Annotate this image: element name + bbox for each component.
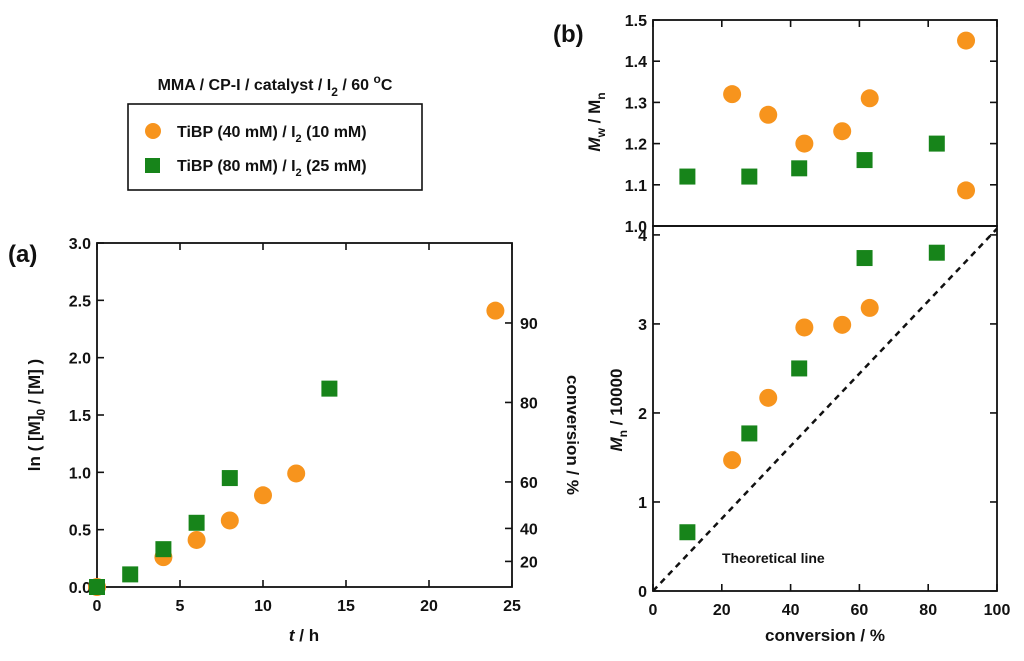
panel-b-label: (b) — [553, 21, 584, 48]
a-xtick-label-4: 20 — [420, 598, 438, 615]
bt-point-s1-1 — [759, 105, 778, 124]
panel-a: (a) 0 5 10 15 20 25 0.0 0.5 1.0 1.5 2.0 2.5 3.0 20 40 6… — [8, 236, 582, 645]
panel-a-y2label: conversion / % — [563, 375, 582, 495]
a-ytick-label-3: 1.5 — [69, 408, 91, 425]
legend: TiBP (40 mM) / I2 (10 mM) TiBP (80 mM) /… — [127, 103, 423, 191]
bt-point-s1-5 — [957, 31, 976, 50]
a-point-s1-4 — [254, 486, 272, 505]
a-y2tick-label-4: 90 — [520, 316, 538, 333]
panel-b-bottom-frame — [652, 225, 998, 592]
legend-label-series-2: TiBP (80 mM) / I2 (25 mM) — [177, 158, 367, 179]
a-ytick-label-4: 2.0 — [69, 351, 91, 368]
bb-ytick-label-0: 0 — [638, 584, 647, 601]
bb-ytick-label-4: 4 — [638, 228, 647, 245]
bt-point-s2-0 — [679, 168, 696, 185]
a-xtick-label-1: 5 — [176, 598, 185, 615]
bt-ytick-label-5: 1.5 — [625, 13, 647, 30]
bb-xtick-label-3: 60 — [851, 602, 869, 619]
a-point-s2-5 — [321, 380, 338, 397]
panel-a-xlabel: t / h — [289, 626, 319, 645]
a-xtick-label-0: 0 — [93, 598, 102, 615]
a-point-s1-6 — [486, 301, 505, 320]
bt-ytick-label-4: 1.4 — [625, 54, 647, 71]
bb-ytick-label-1: 1 — [638, 495, 647, 512]
bb-xtick-label-5: 100 — [984, 602, 1011, 619]
bb-xtick-label-0: 0 — [649, 602, 658, 619]
a-ytick-label-5: 2.5 — [69, 293, 91, 310]
legend-frame — [127, 103, 423, 191]
panel-b-top-ylabel: Mw / Mn — [585, 92, 608, 151]
bt-point-s2-3 — [856, 152, 873, 169]
panel-b-top-frame — [652, 19, 998, 227]
panel-a-label: (a) — [8, 241, 37, 268]
a-point-s2-4 — [221, 470, 238, 487]
a-xtick-label-2: 10 — [254, 598, 272, 615]
bb-xtick-label-2: 40 — [782, 602, 800, 619]
a-point-s2-3 — [188, 514, 205, 531]
a-xtick-label-3: 15 — [337, 598, 355, 615]
bb-point-s2-4 — [928, 244, 945, 261]
bb-ytick-label-2: 2 — [638, 406, 647, 423]
a-ytick-label-1: 0.5 — [69, 523, 91, 540]
bt-ytick-label-3: 1.3 — [625, 95, 647, 112]
bt-point-s1-2 — [795, 134, 814, 153]
panel-b-bottom-ylabel: Mn / 10000 — [607, 369, 630, 452]
panel-b-bottom: 0 20 40 60 80 100 0 1 2 3 4 Theoretical line conve… — [607, 181, 1010, 645]
a-point-s2-2 — [155, 541, 172, 558]
a-ytick-label-6: 3.0 — [69, 236, 91, 253]
a-y2tick-label-0: 20 — [520, 554, 538, 571]
legend-marker-square — [145, 158, 160, 173]
bb-xtick-label-1: 20 — [713, 602, 731, 619]
bt-point-s1-3 — [833, 122, 852, 141]
a-y2tick-label-3: 80 — [520, 395, 538, 412]
a-point-s1-5 — [287, 464, 306, 483]
bt-ytick-label-1: 1.1 — [625, 178, 647, 195]
bt-ytick-label-0: 1.0 — [625, 219, 647, 236]
bb-point-s1-4 — [860, 298, 879, 317]
a-point-s2-0 — [89, 579, 105, 595]
bb-point-s1-2 — [795, 318, 814, 337]
a-ytick-label-0: 0.0 — [69, 580, 91, 597]
bb-point-s1-0 — [723, 451, 742, 470]
bt-point-s1-0 — [723, 85, 742, 104]
bt-point-s2-1 — [741, 168, 758, 185]
a-point-s1-3 — [220, 511, 239, 530]
bb-point-s1-3 — [833, 315, 852, 334]
panel-a-frame — [96, 242, 513, 588]
bt-point-s2-2 — [791, 160, 808, 177]
a-point-s1-2 — [187, 530, 206, 549]
a-y2tick-label-1: 40 — [520, 521, 538, 538]
a-xtick-label-5: 25 — [503, 598, 521, 615]
a-point-s2-1 — [122, 566, 139, 583]
bt-point-s1-4 — [860, 89, 879, 108]
figure-title: MMA / CP-I / catalyst / I2 / 60 oC — [158, 72, 393, 99]
panel-b-top: (b) 1.0 1.1 1.2 1.3 1.4 1.5 Mw / Mn — [553, 13, 998, 236]
bb-point-s2-3 — [856, 250, 873, 267]
legend-marker-circle — [145, 123, 161, 139]
bb-point-s2-2 — [791, 360, 808, 377]
bb-point-s1-5 — [957, 181, 976, 200]
theoretical-line — [652, 227, 998, 592]
bb-ytick-label-3: 3 — [638, 317, 647, 334]
bt-point-s2-4 — [928, 135, 945, 152]
bb-xtick-label-4: 80 — [919, 602, 937, 619]
a-y2tick-label-2: 60 — [520, 475, 538, 492]
bb-point-s1-1 — [759, 388, 778, 407]
panel-a-ylabel: ln ( [M]0 / [M] ) — [25, 359, 48, 471]
legend-label-series-1: TiBP (40 mM) / I2 (10 mM) — [177, 124, 367, 145]
bb-point-s2-0 — [679, 524, 696, 541]
theoretical-line-label: Theoretical line — [722, 550, 825, 566]
a-ytick-label-2: 1.0 — [69, 465, 91, 482]
panel-b-xlabel: conversion / % — [765, 626, 885, 645]
bb-point-s2-1 — [741, 425, 758, 442]
bt-ytick-label-2: 1.2 — [625, 137, 647, 154]
